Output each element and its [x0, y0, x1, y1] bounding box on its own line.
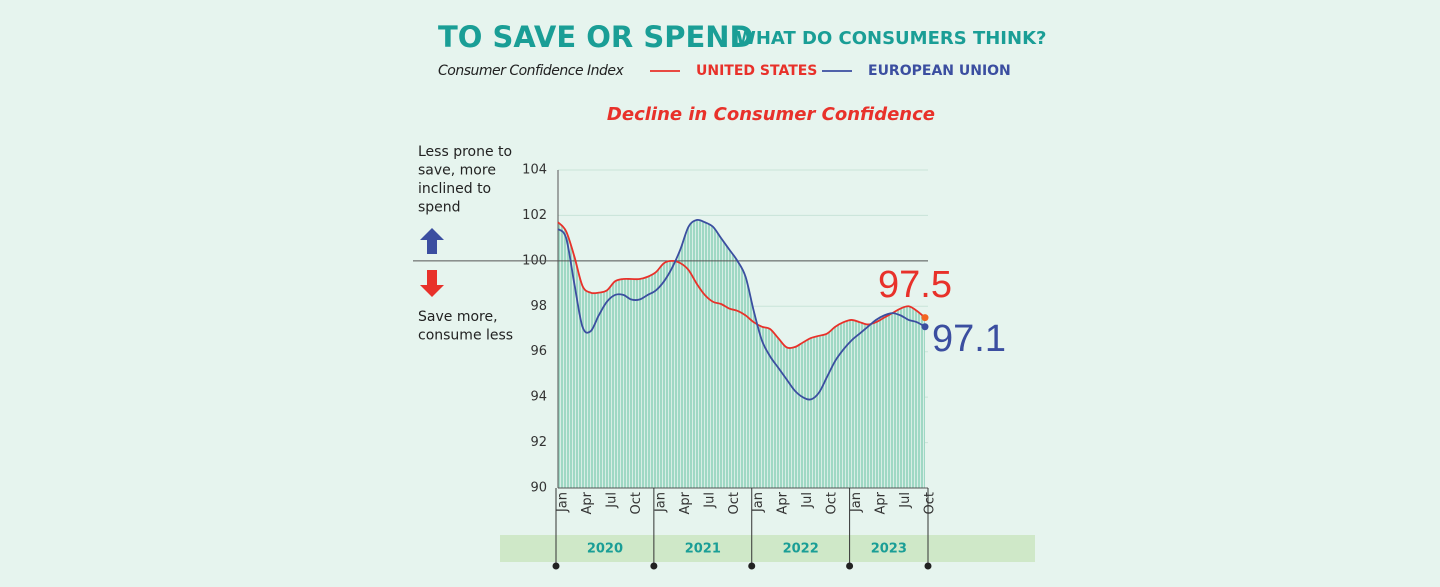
year-label: 2020 [587, 542, 623, 557]
y-tick-label: 96 [530, 344, 547, 359]
x-tick-label: Apr [580, 491, 595, 514]
y-tick-label: 94 [530, 390, 547, 405]
x-tick-label: Oct [629, 492, 644, 514]
index-label: Consumer Confidence Index [438, 63, 625, 79]
year-label: 2023 [871, 542, 907, 557]
chart-subtitle: WHAT DO CONSUMERS THINK? [736, 28, 1046, 49]
x-tick-label: Jul [800, 492, 815, 509]
lower-note: Save more, consume less [418, 309, 513, 344]
up-arrow [420, 228, 444, 254]
end-label: 97.5 [878, 264, 952, 306]
divider-dot [748, 562, 756, 570]
year-label: 2021 [685, 542, 721, 557]
end-dot [921, 323, 929, 331]
x-tick-label: Apr [874, 491, 889, 514]
end-label: 97.1 [932, 318, 1006, 360]
year-band [500, 535, 1035, 562]
x-tick-label: Jan [751, 492, 766, 513]
x-tick-label: Jul [898, 492, 913, 509]
divider-dot [650, 562, 658, 570]
x-tick-label: Jan [653, 492, 668, 513]
series-line [557, 218, 926, 401]
legend-label: UNITED STATES [696, 63, 817, 79]
chart-title: TO SAVE OR SPEND [438, 20, 754, 54]
x-tick-label: Jan [556, 492, 571, 513]
y-tick-label: 90 [530, 481, 547, 496]
area [558, 219, 925, 489]
x-tick-label: Jan [849, 492, 864, 513]
note-line: Save more, consume less [418, 309, 513, 344]
series-line [557, 221, 926, 349]
x-tick-label: Apr [776, 491, 791, 514]
x-tick-label: Apr [678, 491, 693, 514]
end-dot [921, 314, 929, 322]
annotation: Decline in Consumer Confidence [607, 104, 935, 125]
divider-dot [924, 562, 932, 570]
divider-dot [846, 562, 854, 570]
x-tick-label: Oct [727, 492, 742, 514]
divider-dot [552, 562, 560, 570]
x-tick-label: Jul [604, 492, 619, 509]
y-tick-label: 92 [530, 435, 547, 450]
year-label: 2022 [783, 542, 819, 557]
x-tick-label: Oct [923, 492, 938, 514]
legend-label: EUROPEAN UNION [868, 63, 1011, 79]
upper-note: Less prone to save, more inclined to spend [418, 144, 512, 216]
note-line: Less prone to save, more inclined to spend [418, 144, 512, 216]
x-tick-label: Jul [702, 492, 717, 509]
y-tick-label: 102 [522, 208, 547, 223]
x-tick-label: Oct [825, 492, 840, 514]
down-arrow [420, 270, 444, 297]
y-tick-label: 98 [530, 299, 547, 314]
y-tick-label: 104 [522, 163, 547, 178]
